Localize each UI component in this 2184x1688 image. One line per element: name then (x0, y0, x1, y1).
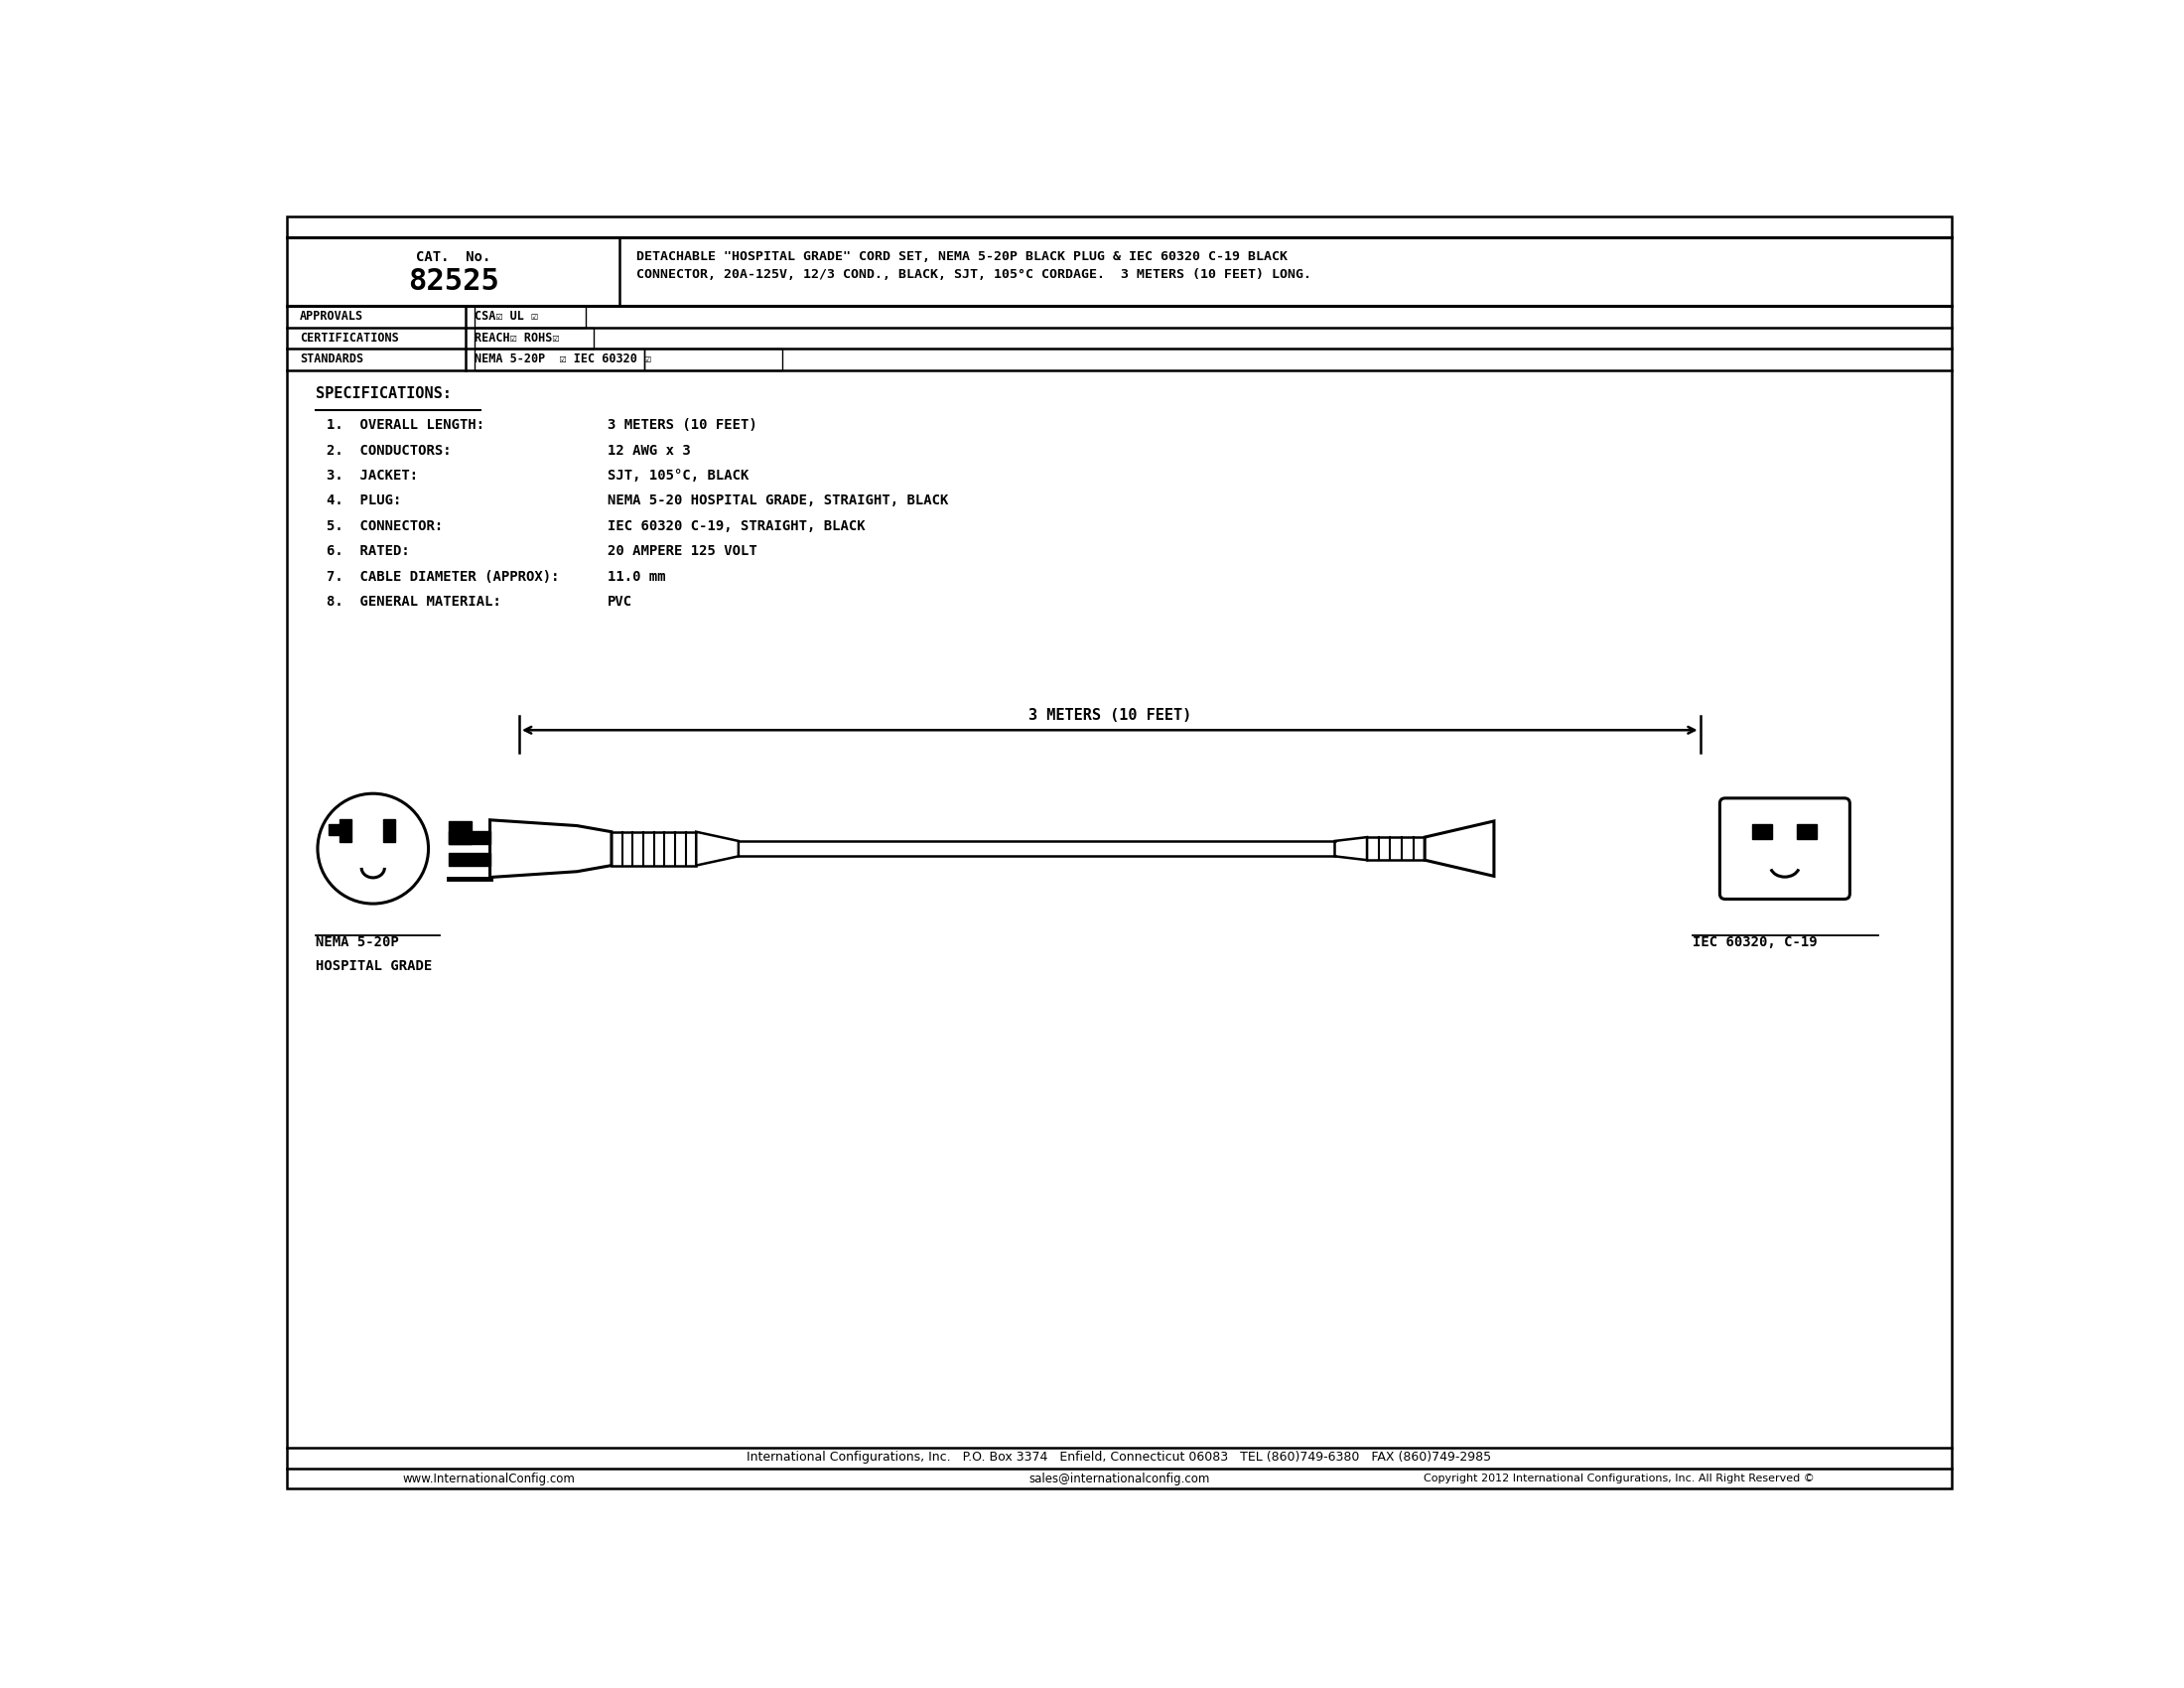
Text: NEMA 5-20 HOSPITAL GRADE, STRAIGHT, BLACK: NEMA 5-20 HOSPITAL GRADE, STRAIGHT, BLAC… (607, 495, 948, 508)
Text: REACH☑ ROHS☑: REACH☑ ROHS☑ (474, 331, 559, 344)
Bar (474, 349, 644, 370)
Bar (448, 852, 489, 866)
Bar (448, 820, 472, 844)
Bar (474, 327, 594, 349)
Bar (382, 820, 395, 842)
Text: 3 METERS (10 FEET): 3 METERS (10 FEET) (1029, 707, 1190, 722)
Bar (1752, 824, 1773, 839)
Bar (474, 306, 585, 327)
Text: NEMA 5-20P  ☑ IEC 60320 ☑: NEMA 5-20P ☑ IEC 60320 ☑ (474, 353, 651, 366)
Text: SJT, 105°C, BLACK: SJT, 105°C, BLACK (607, 469, 749, 483)
Bar (448, 830, 489, 844)
Text: 5.  CONNECTOR:: 5. CONNECTOR: (328, 520, 443, 533)
Text: 11.0 mm: 11.0 mm (607, 569, 666, 584)
Text: 2.  CONDUCTORS:: 2. CONDUCTORS: (328, 444, 452, 457)
Text: 7.  CABLE DIAMETER (APPROX):: 7. CABLE DIAMETER (APPROX): (328, 569, 559, 584)
Text: Copyright 2012 International Configurations, Inc. All Right Reserved ©: Copyright 2012 International Configurati… (1424, 1474, 1815, 1484)
Text: CSA☑ UL ☑: CSA☑ UL ☑ (474, 311, 537, 322)
Text: 4.  PLUG:: 4. PLUG: (328, 495, 402, 508)
Text: HOSPITAL GRADE: HOSPITAL GRADE (314, 959, 432, 974)
Text: 3.  JACKET:: 3. JACKET: (328, 469, 419, 483)
Text: sales@internationalconfig.com: sales@internationalconfig.com (1029, 1472, 1210, 1485)
Text: 20 AMPERE 125 VOLT: 20 AMPERE 125 VOLT (607, 544, 758, 559)
Text: IEC 60320, C-19: IEC 60320, C-19 (1693, 935, 1817, 949)
Text: CERTIFICATIONS: CERTIFICATIONS (299, 331, 400, 344)
Bar (644, 349, 782, 370)
Bar (1797, 824, 1817, 839)
Text: APPROVALS: APPROVALS (299, 311, 363, 322)
Text: 82525: 82525 (408, 267, 500, 295)
Text: 12 AWG x 3: 12 AWG x 3 (607, 444, 690, 457)
Text: 1.  OVERALL LENGTH:: 1. OVERALL LENGTH: (328, 419, 485, 432)
Text: SPECIFICATIONS:: SPECIFICATIONS: (314, 387, 452, 402)
Text: DETACHABLE "HOSPITAL GRADE" CORD SET, NEMA 5-20P BLACK PLUG & IEC 60320 C-19 BLA: DETACHABLE "HOSPITAL GRADE" CORD SET, NE… (636, 250, 1310, 280)
Text: CAT.  No.: CAT. No. (417, 250, 491, 265)
Text: 6.  RATED:: 6. RATED: (328, 544, 411, 559)
Text: PVC: PVC (607, 594, 633, 609)
Bar (328, 824, 339, 836)
Bar (339, 820, 352, 842)
Text: International Configurations, Inc.   P.O. Box 3374   Enfield, Connecticut 06083 : International Configurations, Inc. P.O. … (747, 1452, 1492, 1463)
Text: STANDARDS: STANDARDS (299, 353, 363, 366)
Text: 8.  GENERAL MATERIAL:: 8. GENERAL MATERIAL: (328, 594, 502, 609)
Text: 3 METERS (10 FEET): 3 METERS (10 FEET) (607, 419, 758, 432)
Text: www.InternationalConfig.com: www.InternationalConfig.com (402, 1472, 574, 1485)
Text: IEC 60320 C-19, STRAIGHT, BLACK: IEC 60320 C-19, STRAIGHT, BLACK (607, 520, 865, 533)
Text: NEMA 5-20P: NEMA 5-20P (314, 935, 397, 949)
